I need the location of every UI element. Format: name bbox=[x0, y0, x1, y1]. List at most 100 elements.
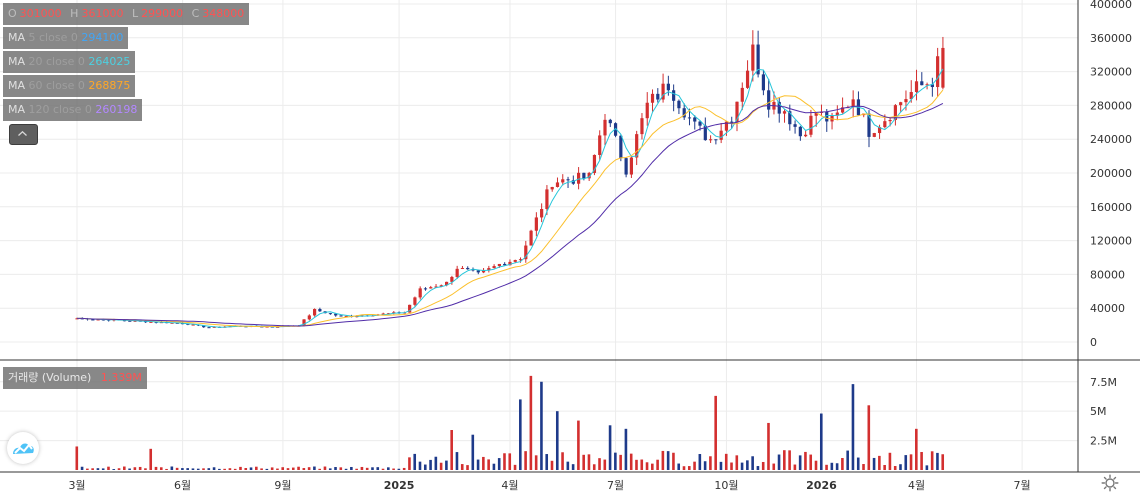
volume-bar bbox=[339, 467, 343, 470]
volume-bar bbox=[534, 455, 538, 470]
volume-bar bbox=[149, 448, 153, 470]
y-tick-label: 240000 bbox=[1090, 133, 1132, 146]
volume-bar bbox=[751, 456, 754, 470]
volume-bar bbox=[318, 468, 321, 470]
volume-bar bbox=[614, 452, 617, 470]
candle-body bbox=[96, 319, 100, 321]
candle-body bbox=[835, 112, 839, 116]
volume-bar bbox=[561, 452, 564, 470]
candle-body bbox=[418, 288, 422, 298]
ma120-value: 260198 bbox=[95, 103, 138, 116]
candle-body bbox=[392, 312, 396, 314]
candle-body bbox=[930, 84, 934, 88]
candle-body bbox=[677, 100, 681, 109]
volume-bar bbox=[756, 466, 760, 470]
volume-bar bbox=[624, 428, 628, 470]
y-tick-label: 320000 bbox=[1090, 66, 1132, 79]
volume-bar bbox=[635, 459, 638, 470]
volume-bar bbox=[587, 454, 591, 470]
volume-bar bbox=[376, 467, 380, 470]
volume-bar bbox=[423, 464, 427, 470]
volume-bar bbox=[936, 452, 939, 470]
volume-bar bbox=[249, 467, 253, 470]
low-key: L bbox=[131, 7, 139, 20]
candle-body bbox=[487, 268, 491, 271]
candle-body bbox=[767, 90, 771, 110]
volume-bar bbox=[735, 455, 739, 470]
y-tick-label: 80000 bbox=[1090, 268, 1125, 281]
settings-gear-icon[interactable] bbox=[1101, 474, 1119, 492]
ma120-label: MA bbox=[8, 103, 26, 116]
candle-body bbox=[561, 179, 565, 183]
volume-bar bbox=[804, 451, 807, 470]
candle-body bbox=[408, 304, 412, 313]
volume-bar bbox=[677, 463, 681, 470]
x-tick-label: 2025 bbox=[384, 479, 415, 492]
volume-bar bbox=[455, 452, 459, 470]
candle-body bbox=[724, 121, 729, 131]
volume-bar bbox=[629, 453, 633, 470]
candle-body bbox=[909, 92, 913, 100]
volume-bar bbox=[80, 466, 84, 470]
legend-ma20: MA 20 close 0 264025 bbox=[3, 51, 136, 73]
volume-bar bbox=[788, 450, 791, 470]
volume-bar bbox=[577, 420, 580, 470]
candle-body bbox=[745, 70, 750, 88]
close-value: 348000 bbox=[202, 7, 245, 20]
volume-bar bbox=[793, 464, 797, 470]
volume-bar bbox=[925, 465, 929, 470]
volume-bar bbox=[334, 467, 337, 470]
candle-body bbox=[450, 276, 454, 282]
candle-body bbox=[624, 158, 628, 175]
volume-bar bbox=[476, 459, 480, 470]
volume-bar bbox=[86, 468, 89, 470]
volume-bar bbox=[96, 468, 100, 470]
ma20-value: 264025 bbox=[88, 55, 131, 68]
x-tick-label: 2026 bbox=[806, 479, 837, 492]
volume-bar bbox=[555, 411, 559, 470]
volume-bar bbox=[487, 459, 490, 470]
volume-tick-label: 7.5M bbox=[1090, 376, 1117, 389]
candle-body bbox=[133, 320, 137, 322]
volume-bar bbox=[666, 451, 670, 470]
volume-bar bbox=[846, 450, 849, 470]
volume-bar bbox=[730, 462, 733, 470]
volume-bar bbox=[761, 461, 765, 470]
volume-bar bbox=[777, 454, 781, 470]
volume-bar bbox=[888, 452, 892, 470]
candle-body bbox=[460, 267, 465, 269]
volume-bar bbox=[450, 430, 453, 470]
candle-body bbox=[381, 313, 385, 315]
candle-body bbox=[777, 101, 781, 114]
candle-body bbox=[640, 118, 644, 135]
candle-body bbox=[508, 261, 512, 266]
candle-body bbox=[756, 44, 760, 75]
volume-bar bbox=[783, 450, 786, 470]
candle-body bbox=[693, 117, 697, 122]
volume-bar bbox=[883, 464, 886, 470]
volume-bar bbox=[746, 460, 749, 470]
candle-body bbox=[170, 322, 174, 324]
volume-bar bbox=[851, 384, 855, 470]
volume-bar bbox=[460, 464, 464, 470]
volume-bar bbox=[841, 458, 844, 470]
volume-bar bbox=[223, 468, 226, 470]
volume-bar bbox=[202, 468, 205, 470]
candle-body bbox=[313, 309, 317, 316]
candle-body bbox=[555, 182, 560, 187]
candle-body bbox=[423, 288, 428, 290]
volume-bar bbox=[835, 463, 839, 470]
candle-body bbox=[302, 319, 306, 326]
candle-body bbox=[682, 108, 686, 118]
candle-body bbox=[328, 313, 333, 315]
volume-bar bbox=[740, 462, 744, 470]
volume-bar bbox=[703, 461, 707, 470]
volume-label: 거래량 (Volume) bbox=[8, 371, 92, 384]
legend-collapse-button[interactable] bbox=[9, 124, 38, 145]
chart-logo-icon[interactable] bbox=[7, 432, 39, 464]
volume-bar bbox=[941, 454, 945, 470]
volume-bar bbox=[112, 469, 116, 470]
volume-bar bbox=[503, 453, 506, 470]
